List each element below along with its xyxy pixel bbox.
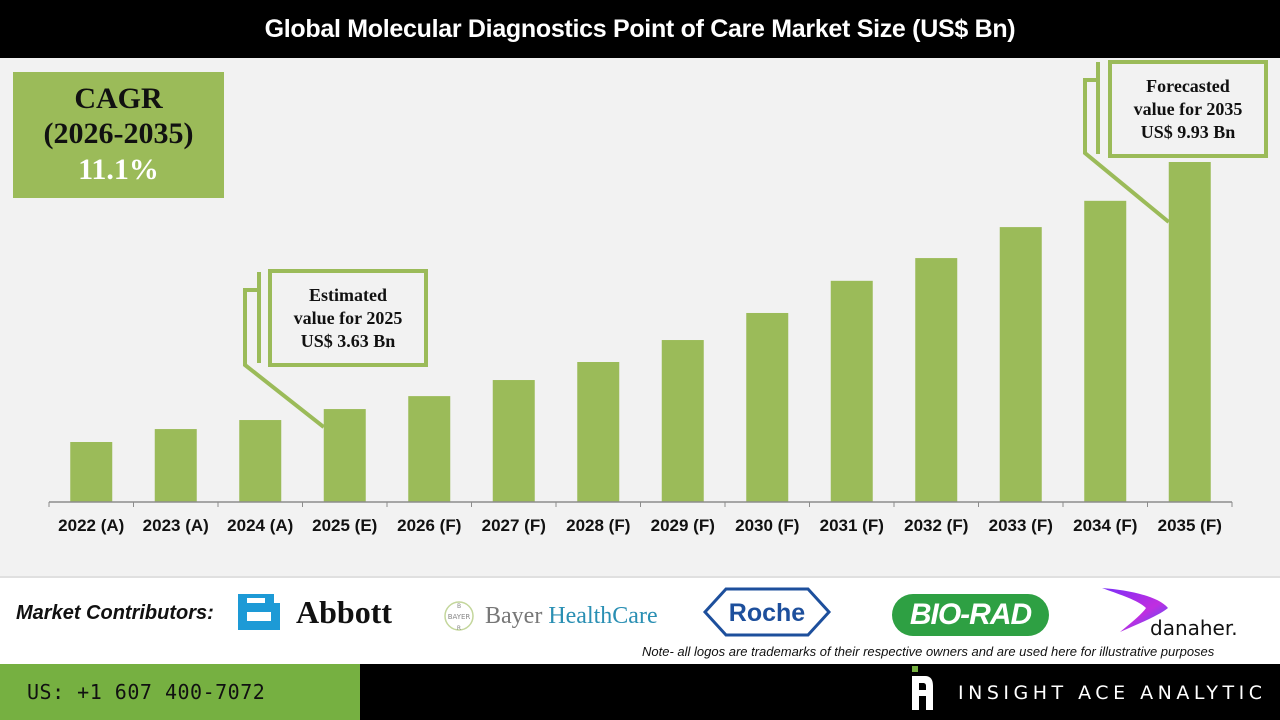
x-tick-label: 2030 (F) <box>735 516 799 535</box>
callout-line: value for 2025 <box>293 307 403 328</box>
svg-text:B: B <box>457 603 461 610</box>
danaher-swoosh-icon <box>1102 588 1168 632</box>
trademark-note: Note- all logos are trademarks of their … <box>642 644 1215 659</box>
biorad-logo: BIO-RAD <box>892 594 1049 636</box>
bar-2027-f <box>492 380 535 502</box>
x-tick-label: 2024 (A) <box>227 516 293 535</box>
bar-2030-f <box>746 312 789 502</box>
forecasted-callout: Forecasted value for 2035 US$ 9.93 Bn <box>1108 60 1268 158</box>
bar-2029-f <box>661 340 704 502</box>
chart-area: 2022 (A) 2023 (A) 2024 (A) 2025 (E) 2026 (F)… <box>0 58 1280 576</box>
x-tick-label: 2032 (F) <box>904 516 968 535</box>
svg-text:R: R <box>457 625 461 632</box>
cagr-value: 11.1% <box>78 153 159 186</box>
roche-name: Roche <box>729 599 806 627</box>
bar-2024-a <box>239 420 282 502</box>
bar-2025-e <box>323 409 366 502</box>
x-tick-label: 2026 (F) <box>397 516 461 535</box>
callout-line: Forecasted <box>1146 75 1230 96</box>
contact-phone: US: +1 607 400-7072 <box>0 664 360 720</box>
estimated-callout: Estimated value for 2025 US$ 3.63 Bn <box>268 269 428 367</box>
bar-2028-f <box>577 362 620 502</box>
x-tick-label: 2034 (F) <box>1073 516 1137 535</box>
x-tick-label: 2023 (A) <box>143 516 209 535</box>
abbott-name: Abbott <box>296 593 393 630</box>
brand-name: INSIGHT ACE ANALYTIC <box>958 682 1267 704</box>
estimated-callout-leader <box>243 288 325 429</box>
abbott-logo-icon <box>238 594 280 630</box>
bayer-name-part2: HealthCare <box>548 602 658 629</box>
danaher-logo: danaher. <box>1098 586 1258 640</box>
cagr-period: (2026-2035) <box>43 117 194 150</box>
footer-bar <box>360 664 1280 720</box>
x-tick-label: 2025 (E) <box>312 516 377 535</box>
svg-text:BAYER: BAYER <box>448 613 471 621</box>
callout-line: US$ 9.93 Bn <box>1140 121 1236 142</box>
bayer-logo: BAYER B R Bayer HealthCare <box>443 598 658 634</box>
contributors-strip: Market Contributors: Abbott BAYER B R Ba… <box>0 576 1280 664</box>
roche-logo: Roche <box>702 586 832 643</box>
x-tick-label: 2035 (F) <box>1158 516 1222 535</box>
biorad-name: BIO-RAD <box>909 598 1032 631</box>
callout-line: Estimated <box>309 284 387 305</box>
bar-2026-f <box>408 396 451 502</box>
x-tick-label: 2029 (F) <box>651 516 715 535</box>
cagr-box: CAGR (2026-2035) 11.1% <box>13 72 224 198</box>
x-tick-label: 2022 (A) <box>58 516 124 535</box>
chart-title: Global Molecular Diagnostics Point of Ca… <box>0 0 1280 58</box>
bar-2022-a <box>70 442 113 502</box>
x-tick-label: 2033 (F) <box>989 516 1053 535</box>
bayer-name: Bayer HealthCare <box>485 603 658 630</box>
forecasted-callout-leader <box>1083 78 1171 224</box>
bar-2034-f <box>1084 200 1127 502</box>
callout-line: US$ 3.63 Bn <box>300 330 396 351</box>
bar-2023-a <box>154 429 197 502</box>
x-tick-label: 2031 (F) <box>820 516 884 535</box>
abbott-logo: Abbott <box>234 592 392 632</box>
contributors-label: Market Contributors: <box>16 602 214 624</box>
bar-chart: 2022 (A) 2023 (A) 2024 (A) 2025 (E) 2026 (F)… <box>48 62 1233 535</box>
bar-2031-f <box>830 280 873 502</box>
danaher-name: danaher. <box>1150 616 1238 640</box>
cagr-label: CAGR <box>74 82 163 115</box>
x-tick-label: 2028 (F) <box>566 516 630 535</box>
roche-hexagon-icon: Roche <box>702 587 832 637</box>
bar-2032-f <box>915 258 958 502</box>
insight-ace-logo-icon <box>912 666 933 710</box>
x-tick-label: 2027 (F) <box>482 516 546 535</box>
bar-2035-f <box>1168 162 1211 502</box>
callout-line: value for 2035 <box>1133 98 1243 119</box>
bayer-name-part1: Bayer <box>485 602 543 629</box>
bayer-cross-icon: BAYER B R <box>444 601 474 632</box>
bar-2033-f <box>999 227 1042 503</box>
